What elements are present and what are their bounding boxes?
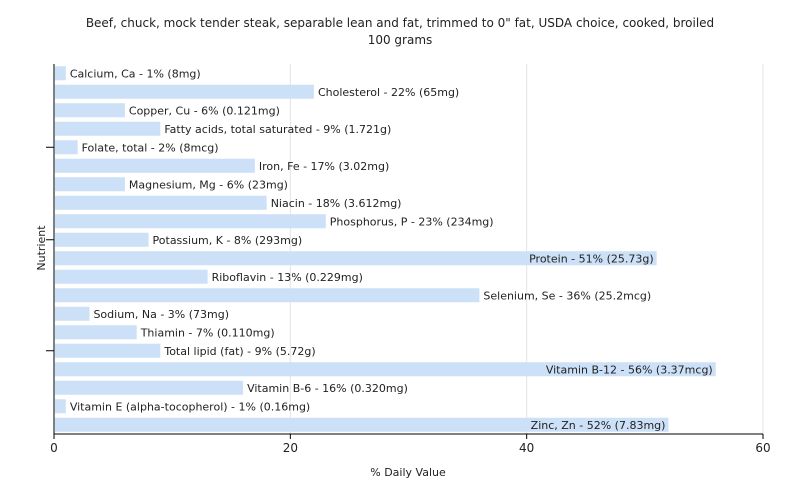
bar: [55, 84, 314, 99]
bar: [55, 288, 480, 303]
bar: [55, 399, 66, 414]
bar-label: Iron, Fe - 17% (3.02mg): [259, 160, 389, 173]
bar: [55, 195, 267, 210]
bar-label: Total lipid (fat) - 9% (5.72g): [163, 345, 315, 358]
bar: [55, 343, 161, 358]
bar-label: Fatty acids, total saturated - 9% (1.721…: [164, 123, 391, 136]
bar-label: Vitamin B-12 - 56% (3.37mcg): [546, 363, 713, 376]
bar: [55, 417, 669, 432]
bar-label: Selenium, Se - 36% (25.2mcg): [483, 289, 651, 302]
x-tick-label: 40: [519, 441, 534, 455]
x-tick-label: 20: [283, 441, 298, 455]
bars-group: Calcium, Ca - 1% (8mg) Cholesterol - 22% …: [55, 66, 716, 432]
bar: [55, 325, 137, 340]
x-tick-labels: 0 20 40 60: [50, 434, 771, 455]
x-axis-title: % Daily Value: [370, 466, 446, 479]
bar: [55, 121, 161, 136]
gridlines: [289, 64, 764, 434]
bar-label: Vitamin B-6 - 16% (0.320mg): [247, 382, 408, 395]
axes: [46, 64, 763, 435]
chart-subtitle: 100 grams: [368, 33, 433, 47]
y-axis-title: Nutrient: [35, 225, 48, 271]
bar-label: Sodium, Na - 3% (73mg): [93, 308, 229, 321]
bar-label: Cholesterol - 22% (65mg): [318, 86, 459, 99]
bar-label: Folate, total - 2% (8mcg): [82, 141, 219, 154]
bar: [55, 140, 78, 155]
bar: [55, 362, 716, 377]
bar-label: Calcium, Ca - 1% (8mg): [70, 67, 201, 80]
chart-title: Beef, chuck, mock tender steak, separabl…: [86, 16, 714, 30]
bar: [55, 177, 125, 192]
bar: [55, 66, 66, 81]
bar: [55, 306, 90, 321]
bar: [55, 269, 208, 284]
bar-label: Vitamin E (alpha-tocopherol) - 1% (0.16m…: [70, 400, 310, 413]
bar-label: Zinc, Zn - 52% (7.83mg): [531, 419, 666, 432]
bar-label: Magnesium, Mg - 6% (23mg): [129, 178, 288, 191]
bar-label: Riboflavin - 13% (0.229mg): [212, 271, 363, 284]
bar: [55, 103, 125, 118]
bar-label: Protein - 51% (25.73g): [529, 252, 654, 265]
bar-label: Copper, Cu - 6% (0.121mg): [129, 104, 280, 117]
bar-label: Thiamin - 7% (0.110mg): [140, 326, 275, 339]
bar-label: Niacin - 18% (3.612mg): [271, 197, 402, 210]
x-tick-label: 0: [50, 441, 58, 455]
bar: [55, 251, 657, 266]
bar: [55, 380, 244, 395]
x-tick-label: 60: [755, 441, 770, 455]
bar-label: Potassium, K - 8% (293mg): [153, 234, 303, 247]
bar: [55, 158, 255, 173]
bar: [55, 214, 326, 229]
bar: [55, 232, 149, 247]
bar-label: Phosphorus, P - 23% (234mg): [330, 215, 494, 228]
